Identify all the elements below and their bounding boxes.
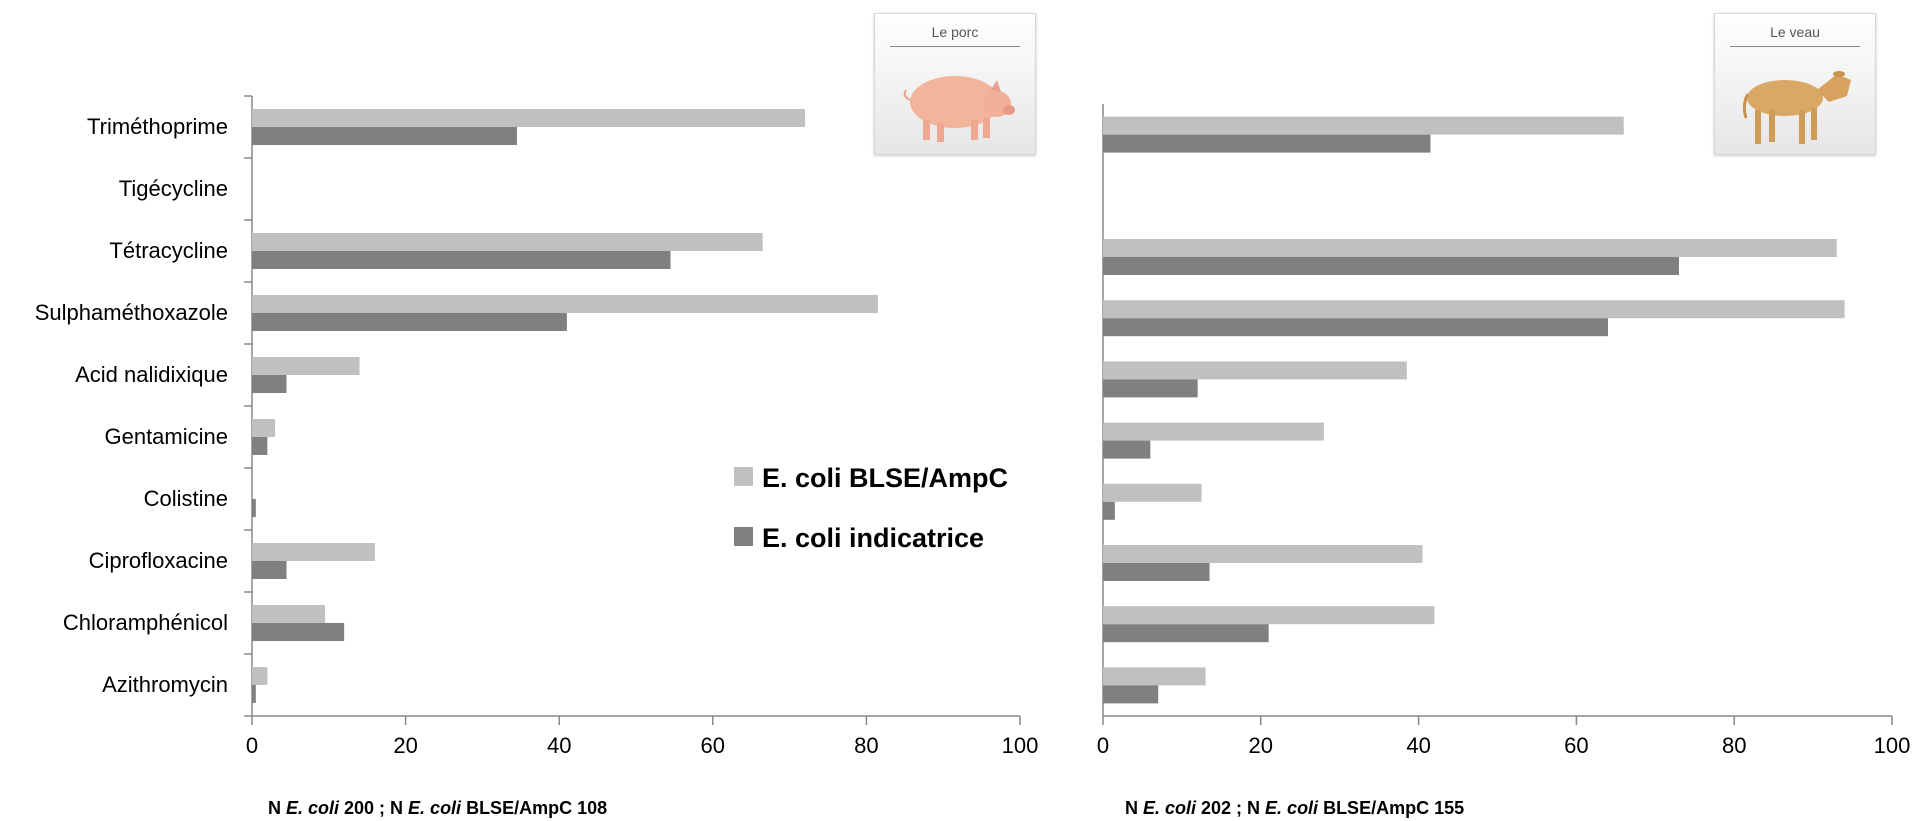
pig-card-divider [890,46,1020,47]
bar-indicatrice [1103,257,1679,275]
x-tick-label: 0 [1097,733,1109,758]
footnote-pig-italic: E. coli [408,798,462,818]
bar-indicatrice [1103,685,1159,704]
calf-card: Le veau [1714,13,1876,155]
category-label: Colistine [144,486,228,511]
x-tick-label: 60 [1564,733,1588,758]
bar-blse [1103,239,1837,257]
pig-card-title: Le porc [931,24,979,40]
bar-blse [252,295,878,313]
bar-blse [1103,116,1624,135]
legend-swatch-indicatrice [734,527,753,546]
footnote-pig-italic: E. coli [286,798,340,818]
bar-blse [252,419,276,437]
chart-panel-pig: Triméthoprime Tigécycline Tétracycline Sulp… [35,95,1039,758]
footnote-pig: N E. coli 200 ; N E. coli BLSE/AmpC 108 [268,798,607,819]
category-label: Sulphaméthoxazole [35,300,228,325]
legend-swatch-blse [734,467,753,486]
category-label: Chloramphénicol [63,610,228,635]
footnote-calf-part: N [1125,798,1143,818]
legend-label-blse: E. coli BLSE/AmpC [762,463,1008,493]
x-tick-label: 20 [1249,733,1273,758]
chart-panel-calf: 0 20 40 60 80 100 [1097,104,1910,758]
bar-indicatrice [252,623,345,641]
bar-blse [252,543,375,561]
x-tick-label: 80 [1722,733,1746,758]
bar-indicatrice [252,561,287,579]
category-label: Gentamicine [104,424,228,449]
footnote-calf: N E. coli 202 ; N E. coli BLSE/AmpC 155 [1125,798,1464,819]
footnote-calf-italic: E. coli [1265,798,1319,818]
category-label: Azithromycin [102,672,228,697]
footnote-calf-italic: E. coli [1143,798,1197,818]
bar-indicatrice [1103,134,1431,153]
bar-indicatrice [1103,318,1608,337]
x-tick-label: 40 [1406,733,1430,758]
bar-indicatrice [252,499,256,517]
bar-blse [252,357,360,375]
bar-blse [1103,545,1423,563]
x-tick-label: 20 [393,733,417,758]
bar-indicatrice [1103,563,1210,581]
bar-indicatrice [1103,624,1269,643]
bar-indicatrice [1103,440,1151,459]
bar-blse [252,667,268,685]
footnote-pig-part: BLSE/AmpC 108 [461,798,608,818]
x-tick-label: 100 [1874,733,1911,758]
x-tick-label: 0 [246,733,258,758]
pig-card: Le porc [874,13,1036,155]
bar-indicatrice [1103,501,1115,520]
calf-card-divider [1730,46,1860,47]
bar-blse [252,109,805,127]
x-tick-label: 80 [854,733,878,758]
category-label: Ciprofloxacine [89,548,228,573]
bar-blse [1103,606,1435,625]
pig-icon [903,76,1015,142]
footnote-calf-part: 202 ; N [1196,798,1266,818]
bar-indicatrice [252,375,287,393]
x-tick-label: 40 [547,733,571,758]
footnote-calf-part: BLSE/AmpC 155 [1318,798,1465,818]
bar-blse [252,605,325,623]
calf-card-title: Le veau [1770,24,1820,40]
bar-indicatrice [252,313,567,331]
bar-blse [1103,300,1845,319]
category-label: Tigécycline [119,176,228,201]
bar-indicatrice [252,127,517,145]
x-tick-label: 60 [701,733,725,758]
bar-blse [1103,422,1324,441]
category-label: Tétracycline [109,238,228,263]
bar-blse [1103,483,1202,502]
bar-blse [252,233,763,251]
legend-label-indicatrice: E. coli indicatrice [762,523,984,553]
footnote-pig-part: N [268,798,286,818]
bar-indicatrice [1103,379,1198,398]
bar-blse [1103,361,1407,380]
x-tick-label: 100 [1002,733,1039,758]
footnote-pig-part: 200 ; N [339,798,409,818]
bar-blse [1103,667,1206,686]
category-label: Acid nalidixique [75,362,228,387]
calf-icon [1742,71,1851,144]
legend: E. coli BLSE/AmpC E. coli indicatrice [734,463,1008,553]
bar-indicatrice [252,251,671,269]
category-label: Triméthoprime [87,114,228,139]
bar-indicatrice [252,685,256,703]
bar-indicatrice [252,437,268,455]
